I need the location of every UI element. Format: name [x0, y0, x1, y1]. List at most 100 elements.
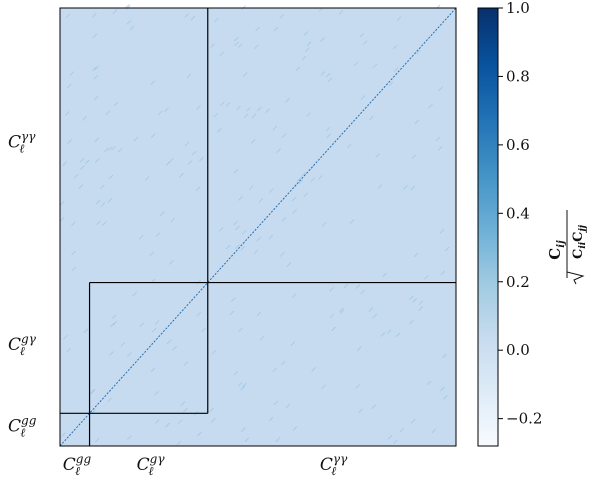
colorbar-tick-label: 0.4	[506, 204, 530, 222]
texture-mark	[265, 108, 271, 113]
texture-mark	[438, 86, 443, 92]
texture-mark	[387, 434, 393, 440]
texture-mark	[237, 382, 243, 387]
texture-mark	[238, 327, 244, 332]
texture-mark	[129, 25, 135, 31]
texture-mark	[282, 133, 287, 138]
texture-mark	[409, 295, 414, 300]
texture-mark	[325, 72, 331, 78]
texture-mark	[410, 185, 416, 191]
colorbar-gradient	[477, 7, 499, 447]
texture-mark	[82, 116, 87, 121]
colorbar-tick-label: −0.2	[506, 410, 542, 428]
texture-mark	[281, 217, 287, 222]
texture-mark	[343, 283, 349, 289]
texture-mark	[392, 44, 398, 50]
x-label-gg: Cgg ℓ	[63, 452, 92, 478]
texture-mark	[338, 10, 344, 15]
texture-mark	[275, 437, 281, 442]
texture-mark	[95, 437, 100, 443]
texture-mark	[107, 198, 113, 203]
texture-mark	[426, 380, 432, 386]
texture-mark	[286, 262, 292, 267]
texture-mark	[183, 361, 188, 367]
colorbar-tick-label: 1.0	[506, 0, 530, 17]
texture-mark	[233, 370, 239, 376]
texture-mark	[285, 403, 291, 409]
texture-mark	[113, 101, 119, 107]
texture-mark	[59, 217, 65, 222]
texture-mark	[100, 184, 105, 189]
texture-mark	[306, 112, 311, 117]
texture-mark	[230, 297, 236, 302]
texture-mark	[210, 43, 215, 48]
texture-mark	[111, 314, 117, 319]
colorbar-label-denominator: CiiCjj	[571, 224, 588, 259]
colorbar: 1.0 0.8 0.6 0.4 0.2 0.0 −0.2 Cij CiiCjj	[477, 0, 588, 447]
texture-mark	[79, 157, 85, 163]
colorbar-label-numerator: Cij	[546, 240, 567, 260]
texture-mark	[234, 41, 240, 47]
texture-mark	[392, 439, 398, 445]
texture-mark	[256, 311, 262, 317]
texture-mark	[65, 111, 70, 116]
texture-mark	[71, 266, 76, 272]
texture-mark	[165, 422, 170, 428]
texture-mark	[236, 105, 241, 111]
texture-mark	[358, 408, 363, 414]
diagonal-line	[59, 7, 457, 447]
texture-mark	[303, 192, 308, 198]
texture-mark	[160, 211, 165, 216]
texture-mark	[191, 150, 197, 156]
texture-mark	[273, 400, 279, 406]
texture-mark	[280, 252, 285, 257]
texture-mark	[155, 232, 161, 237]
texture-mark	[310, 177, 316, 182]
texture-mark	[90, 389, 95, 395]
texture-mark	[331, 326, 336, 332]
texture-mark	[291, 196, 297, 202]
texture-mark	[371, 404, 377, 409]
texture-mark	[187, 160, 193, 165]
texture-mark	[214, 17, 219, 23]
colorbar-tick-label: 0.6	[506, 136, 530, 154]
texture-mark	[150, 80, 155, 86]
texture-mark	[255, 26, 260, 32]
texture-mark	[242, 72, 248, 77]
texture-mark	[109, 351, 114, 356]
texture-mark	[268, 188, 274, 193]
texture-mark	[359, 32, 365, 38]
texture-mark	[399, 427, 405, 433]
texture-mark	[63, 334, 68, 340]
texture-mark	[403, 185, 408, 190]
texture-mark	[92, 12, 97, 18]
texture-mark	[133, 136, 139, 142]
texture-mark	[440, 386, 445, 392]
texture-mark	[410, 418, 416, 424]
texture-mark	[318, 175, 323, 180]
colorbar-ticks: 1.0 0.8 0.6 0.4 0.2 0.0 −0.2	[498, 0, 542, 428]
texture-mark	[179, 172, 184, 178]
texture-mark	[95, 158, 100, 163]
texture-mark	[233, 168, 239, 174]
texture-mark	[440, 270, 446, 276]
texture-mark	[242, 382, 247, 388]
texture-mark	[303, 31, 309, 36]
texture-mark	[157, 110, 163, 116]
texture-mark	[377, 184, 383, 189]
texture-mark	[85, 159, 90, 165]
texture-mark	[238, 43, 243, 48]
texture-mark	[80, 165, 85, 170]
texture-mark	[273, 26, 279, 32]
texture-mark	[234, 36, 239, 42]
texture-mark	[154, 320, 160, 325]
texture-mark	[71, 250, 76, 256]
texture-mark	[418, 300, 424, 306]
texture-mark	[105, 110, 111, 116]
texture-mark	[233, 220, 238, 226]
texture-mark	[428, 103, 433, 109]
texture-mark	[176, 441, 181, 446]
texture-mark	[92, 33, 98, 39]
x-label-gγ: Cgγ ℓ	[137, 452, 166, 478]
texture-mark	[111, 146, 116, 151]
